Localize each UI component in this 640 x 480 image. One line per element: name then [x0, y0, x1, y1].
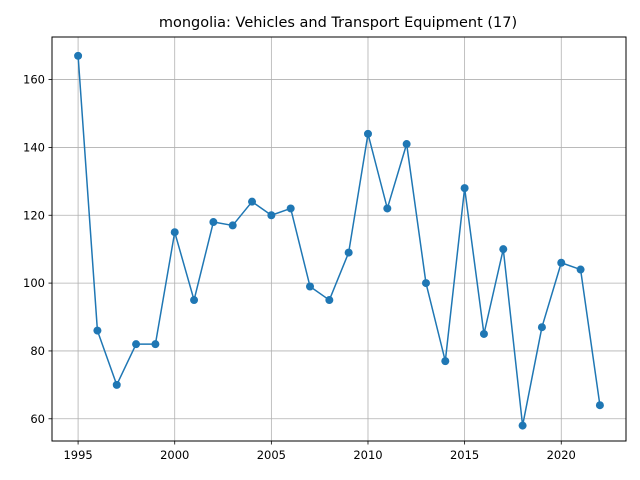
y-tick-label: 120 [23, 208, 45, 222]
data-point [441, 357, 450, 366]
data-point [402, 140, 411, 149]
x-tick-label: 2015 [450, 448, 479, 462]
data-point [576, 265, 585, 274]
data-point [248, 197, 257, 206]
data-point [209, 218, 218, 227]
data-point [518, 421, 527, 430]
data-point [228, 221, 237, 230]
data-point [363, 129, 372, 138]
x-tick-label: 2000 [160, 448, 189, 462]
series-layer [74, 51, 604, 430]
data-point [132, 340, 141, 349]
data-point [537, 323, 546, 332]
data-point [306, 282, 315, 291]
data-point [74, 51, 83, 60]
x-tick-label: 2020 [547, 448, 576, 462]
x-tick-label: 2005 [257, 448, 286, 462]
data-point [286, 204, 295, 213]
data-point [170, 228, 179, 237]
data-point [595, 401, 604, 410]
data-point [267, 211, 276, 220]
data-point [190, 296, 199, 305]
ticks: 1995 2000 2005 2010 2015 2020 60 80 100 120 140 160 [23, 73, 576, 462]
y-tick-label: 160 [23, 73, 45, 87]
x-tick-label: 1995 [63, 448, 92, 462]
data-point [479, 329, 488, 338]
y-tick-label: 60 [30, 412, 45, 426]
y-tick-label: 140 [23, 140, 45, 154]
chart-title: mongolia: Vehicles and Transport Equipme… [159, 15, 517, 31]
data-point [383, 204, 392, 213]
y-tick-label: 80 [30, 344, 45, 358]
data-point [421, 279, 430, 288]
x-tick-label: 2010 [353, 448, 382, 462]
series-line [77, 55, 601, 427]
grid [52, 37, 626, 441]
data-point [557, 258, 566, 267]
data-point [93, 326, 102, 335]
data-point [344, 248, 353, 257]
data-point [499, 245, 508, 254]
data-point [151, 340, 160, 349]
plot-frame [51, 36, 627, 442]
data-point [325, 296, 334, 305]
y-tick-label: 100 [23, 276, 45, 290]
data-point [460, 184, 469, 193]
data-point [112, 380, 121, 389]
